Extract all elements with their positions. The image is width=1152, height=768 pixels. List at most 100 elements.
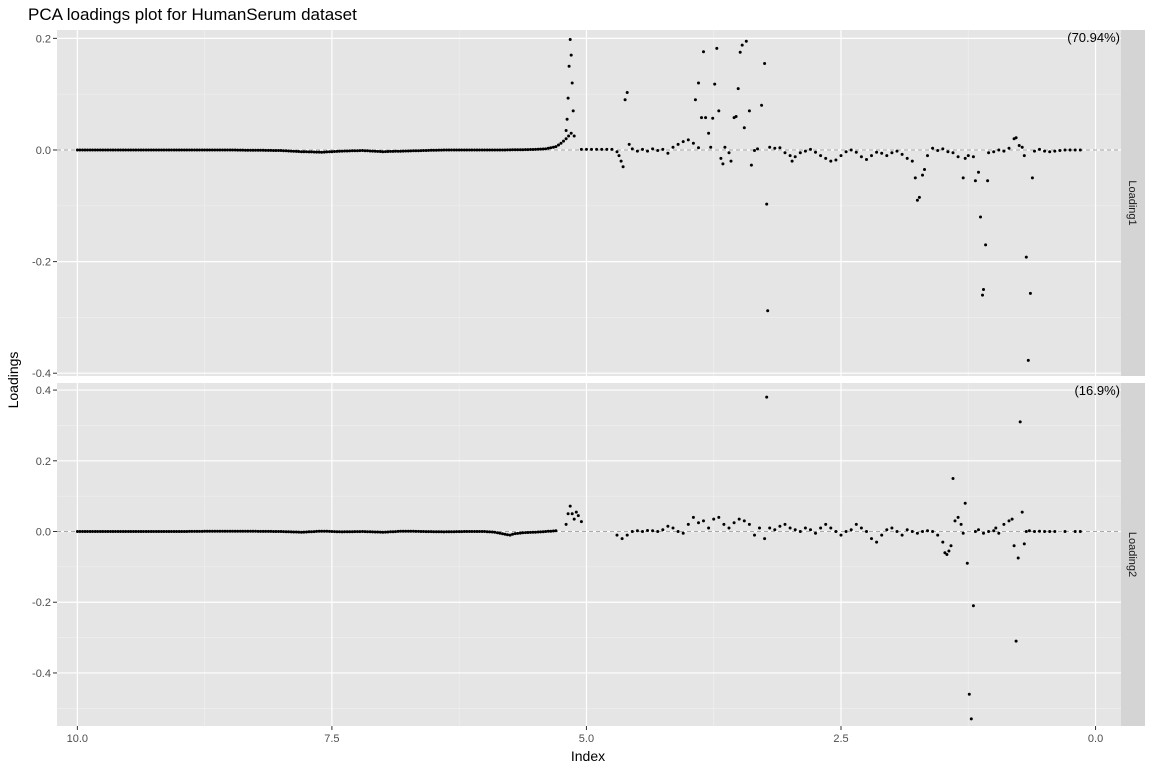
data-point [738, 50, 742, 54]
data-point [508, 533, 512, 537]
variance-label: (16.9%) [1074, 383, 1120, 398]
data-point [294, 149, 298, 153]
data-point [310, 530, 313, 534]
data-point [142, 530, 145, 533]
data-point [361, 530, 364, 533]
data-point [549, 146, 553, 150]
data-point [973, 530, 977, 533]
data-point [424, 530, 428, 534]
data-point [480, 148, 484, 152]
data-point [75, 148, 79, 152]
data-point [271, 149, 275, 152]
data-point [987, 530, 991, 533]
data-point [287, 530, 291, 534]
data-point [943, 551, 947, 555]
data-point [1078, 530, 1082, 533]
data-point [182, 530, 186, 533]
data-point [221, 148, 224, 152]
data-point [568, 38, 572, 41]
data-point [961, 176, 965, 180]
data-point [165, 148, 168, 152]
data-point [190, 148, 194, 152]
data-point [493, 148, 497, 152]
data-point [371, 530, 375, 534]
data-point [455, 148, 459, 152]
data-point [1024, 530, 1028, 533]
data-point [256, 529, 260, 533]
data-point [910, 159, 914, 163]
data-point [109, 148, 112, 152]
data-point [419, 149, 423, 153]
data-point [406, 149, 410, 153]
data-point [109, 530, 112, 533]
data-point [396, 529, 400, 533]
data-point [824, 522, 828, 526]
data-point [284, 149, 288, 153]
facet-strip-label: Loading2 [1126, 532, 1138, 577]
data-point [111, 148, 115, 152]
data-point [366, 530, 369, 534]
data-point [195, 148, 199, 152]
data-point [483, 530, 487, 533]
data-point [503, 532, 507, 536]
data-point [249, 529, 252, 533]
data-point [760, 103, 764, 107]
data-point [571, 109, 575, 113]
data-point [353, 149, 357, 153]
data-point [844, 150, 848, 154]
data-point [736, 87, 740, 91]
data-point [931, 146, 935, 150]
data-point [526, 531, 530, 534]
data-point [715, 46, 719, 50]
data-point [266, 529, 270, 533]
data-point [297, 530, 301, 534]
data-point [378, 150, 382, 153]
data-point [534, 530, 537, 534]
data-point [788, 526, 792, 530]
data-point [363, 530, 367, 534]
data-point [251, 148, 255, 152]
data-point [1053, 149, 1057, 153]
data-point [289, 149, 293, 153]
data-point [880, 151, 884, 155]
data-point [966, 154, 970, 158]
data-point [241, 529, 245, 533]
data-point [849, 528, 853, 532]
facets-layer: 0.2 0.0 -0.2 -0.4 Loading1 (70.94%) 0.4 0.2 0.0 -… [32, 30, 1145, 745]
data-point [475, 148, 479, 152]
data-point [310, 150, 313, 154]
data-point [193, 529, 196, 533]
data-point [513, 532, 517, 536]
data-point [294, 530, 298, 534]
data-point [1068, 148, 1072, 152]
data-point [297, 150, 301, 153]
data-point [134, 148, 138, 152]
data-point [783, 151, 787, 155]
data-point [585, 147, 588, 151]
data-point [147, 530, 151, 533]
data-point [635, 149, 639, 153]
data-point [756, 147, 759, 151]
data-point [233, 148, 237, 152]
data-point [849, 148, 853, 152]
data-point [544, 147, 548, 151]
data-point [399, 149, 403, 153]
data-point [1038, 147, 1041, 151]
data-point [516, 531, 520, 535]
data-point [86, 530, 89, 533]
data-point [353, 530, 357, 534]
data-point [368, 530, 372, 534]
data-point [713, 82, 717, 86]
data-point [917, 195, 921, 199]
data-point [931, 530, 935, 533]
data-point [523, 531, 527, 535]
data-point [557, 143, 560, 147]
data-point [121, 530, 125, 533]
data-point [569, 53, 573, 57]
data-point [666, 524, 670, 528]
data-point [200, 529, 204, 533]
data-point [358, 149, 362, 153]
data-point [137, 148, 140, 152]
data-point [947, 549, 951, 553]
